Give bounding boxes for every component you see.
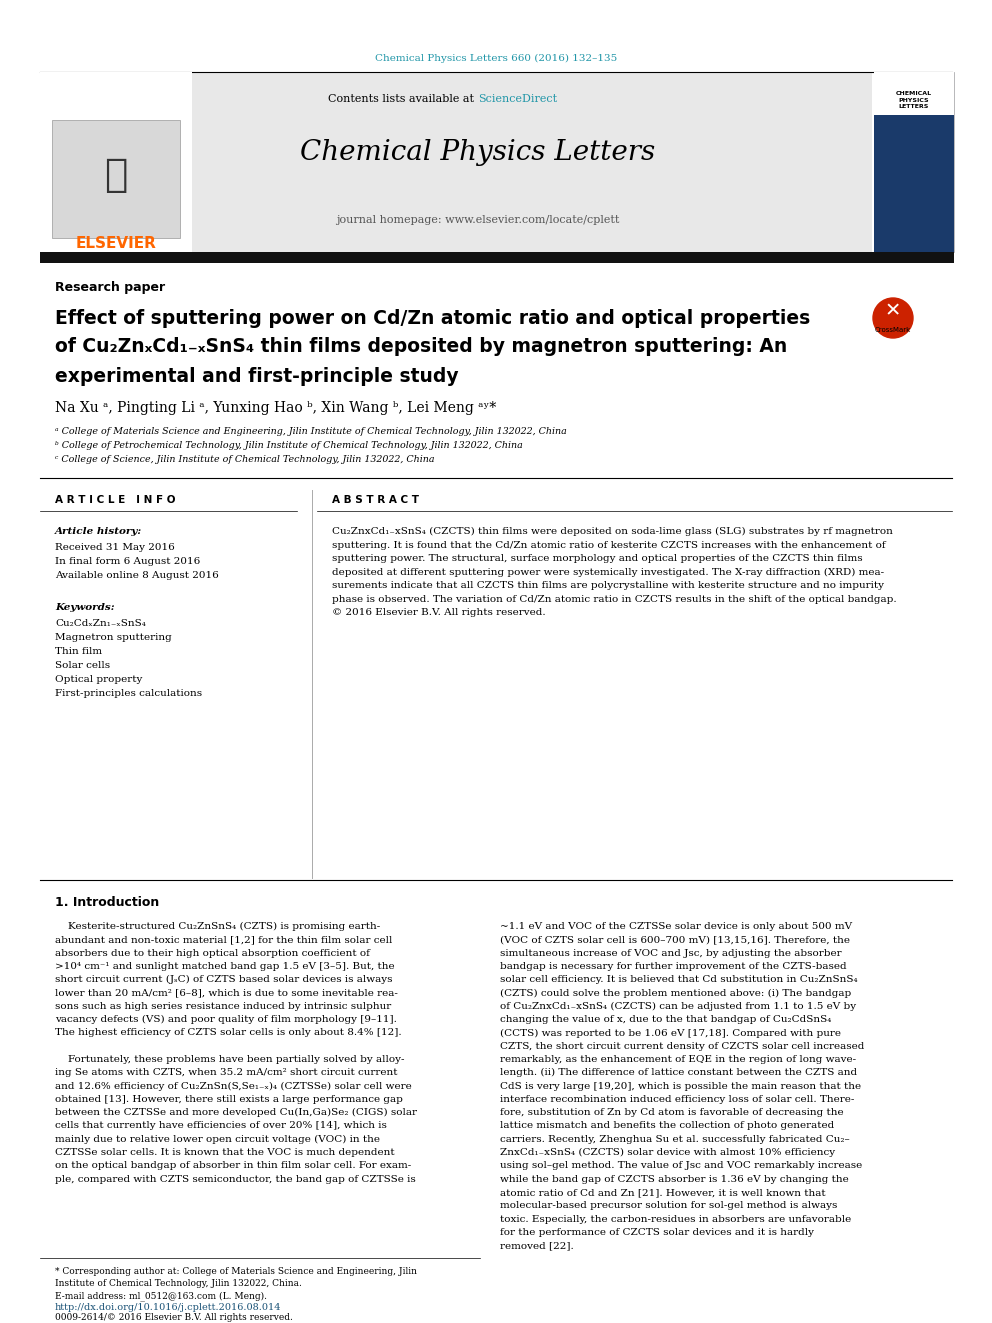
Text: ing Se atoms with CZTS, when 35.2 mA/cm² short circuit current: ing Se atoms with CZTS, when 35.2 mA/cm²… — [55, 1068, 398, 1077]
Text: toxic. Especially, the carbon-residues in absorbers are unfavorable: toxic. Especially, the carbon-residues i… — [500, 1215, 851, 1224]
Text: journal homepage: www.elsevier.com/locate/cplett: journal homepage: www.elsevier.com/locat… — [336, 216, 620, 225]
Text: surements indicate that all CZCTS thin films are polycrystalline with kesterite : surements indicate that all CZCTS thin f… — [332, 581, 884, 590]
Text: atomic ratio of Cd and Zn [21]. However, it is well known that: atomic ratio of Cd and Zn [21]. However,… — [500, 1188, 825, 1197]
Text: sputtering power. The structural, surface morphology and optical properties of t: sputtering power. The structural, surfac… — [332, 554, 863, 564]
Bar — [874, 71, 954, 251]
Text: cells that currently have efficiencies of over 20% [14], which is: cells that currently have efficiencies o… — [55, 1122, 387, 1130]
Text: Fortunately, these problems have been partially solved by alloy-: Fortunately, these problems have been pa… — [55, 1054, 405, 1064]
Text: http://dx.doi.org/10.1016/j.cplett.2016.08.014: http://dx.doi.org/10.1016/j.cplett.2016.… — [55, 1303, 282, 1312]
Text: 1. Introduction: 1. Introduction — [55, 897, 160, 909]
Text: CZTSSe solar cells. It is known that the VOC is much dependent: CZTSSe solar cells. It is known that the… — [55, 1148, 395, 1158]
Text: on the optical bandgap of absorber in thin film solar cell. For exam-: on the optical bandgap of absorber in th… — [55, 1162, 412, 1171]
Text: ᵃ College of Materials Science and Engineering, Jilin Institute of Chemical Tech: ᵃ College of Materials Science and Engin… — [55, 427, 566, 437]
Circle shape — [873, 298, 913, 337]
Bar — [874, 71, 954, 115]
Text: 🌳: 🌳 — [104, 156, 128, 194]
Text: Received 31 May 2016: Received 31 May 2016 — [55, 542, 175, 552]
Text: ELSEVIER: ELSEVIER — [75, 235, 157, 250]
Text: deposited at different sputtering power were systemically investigated. The X-ra: deposited at different sputtering power … — [332, 568, 884, 577]
Text: ✕: ✕ — [885, 302, 901, 320]
Text: ᵇ College of Petrochemical Technology, Jilin Institute of Chemical Technology, J: ᵇ College of Petrochemical Technology, J… — [55, 442, 523, 451]
Bar — [40, 71, 192, 251]
Text: phase is observed. The variation of Cd/Zn atomic ratio in CZCTS results in the s: phase is observed. The variation of Cd/Z… — [332, 594, 897, 603]
Text: Magnetron sputtering: Magnetron sputtering — [55, 632, 172, 642]
Text: Article history:: Article history: — [55, 527, 142, 536]
Text: interface recombination induced efficiency loss of solar cell. There-: interface recombination induced efficien… — [500, 1095, 854, 1103]
Text: Institute of Chemical Technology, Jilin 132022, China.: Institute of Chemical Technology, Jilin … — [55, 1279, 302, 1289]
Text: removed [22].: removed [22]. — [500, 1241, 573, 1250]
Text: Thin film: Thin film — [55, 647, 102, 655]
Text: between the CZTSSe and more developed Cu(In,Ga)Se₂ (CIGS) solar: between the CZTSSe and more developed Cu… — [55, 1109, 417, 1118]
Text: vacancy defects (VS) and poor quality of film morphology [9–11].: vacancy defects (VS) and poor quality of… — [55, 1015, 397, 1024]
Text: Chemical Physics Letters: Chemical Physics Letters — [301, 139, 656, 165]
Text: Optical property: Optical property — [55, 675, 143, 684]
Text: carriers. Recently, Zhenghua Su et al. successfully fabricated Cu₂–: carriers. Recently, Zhenghua Su et al. s… — [500, 1135, 850, 1144]
Text: ScienceDirect: ScienceDirect — [478, 94, 558, 105]
Text: (CZTS) could solve the problem mentioned above: (i) The bandgap: (CZTS) could solve the problem mentioned… — [500, 988, 851, 998]
Bar — [874, 115, 954, 251]
Text: lattice mismatch and benefits the collection of photo generated: lattice mismatch and benefits the collec… — [500, 1122, 834, 1130]
Text: ᶜ College of Science, Jilin Institute of Chemical Technology, Jilin 132022, Chin: ᶜ College of Science, Jilin Institute of… — [55, 455, 434, 464]
Text: remarkably, as the enhancement of EQE in the region of long wave-: remarkably, as the enhancement of EQE in… — [500, 1054, 856, 1064]
Text: obtained [13]. However, there still exists a large performance gap: obtained [13]. However, there still exis… — [55, 1095, 403, 1103]
Text: for the performance of CZCTS solar devices and it is hardly: for the performance of CZCTS solar devic… — [500, 1228, 814, 1237]
Text: abundant and non-toxic material [1,2] for the thin film solar cell: abundant and non-toxic material [1,2] fo… — [55, 935, 393, 945]
Text: Kesterite-structured Cu₂ZnSnS₄ (CZTS) is promising earth-: Kesterite-structured Cu₂ZnSnS₄ (CZTS) is… — [55, 922, 380, 931]
Text: (VOC of CZTS solar cell is 600–700 mV) [13,15,16]. Therefore, the: (VOC of CZTS solar cell is 600–700 mV) [… — [500, 935, 850, 945]
Text: CdS is very large [19,20], which is possible the main reason that the: CdS is very large [19,20], which is poss… — [500, 1082, 861, 1090]
Text: of Cu₂ZnₓCd₁₋ₓSnS₄ thin films deposited by magnetron sputtering: An: of Cu₂ZnₓCd₁₋ₓSnS₄ thin films deposited … — [55, 337, 788, 356]
Text: simultaneous increase of VOC and Jsc, by adjusting the absorber: simultaneous increase of VOC and Jsc, by… — [500, 949, 841, 958]
Text: The highest efficiency of CZTS solar cells is only about 8.4% [12].: The highest efficiency of CZTS solar cel… — [55, 1028, 402, 1037]
Text: ple, compared with CZTS semiconductor, the band gap of CZTSSe is: ple, compared with CZTS semiconductor, t… — [55, 1175, 416, 1184]
Text: Keywords:: Keywords: — [55, 603, 115, 613]
Text: A B S T R A C T: A B S T R A C T — [332, 495, 419, 505]
Text: molecular-based precursor solution for sol-gel method is always: molecular-based precursor solution for s… — [500, 1201, 837, 1211]
Text: CZTS, the short circuit current density of CZCTS solar cell increased: CZTS, the short circuit current density … — [500, 1041, 864, 1050]
Text: Available online 8 August 2016: Available online 8 August 2016 — [55, 570, 219, 579]
Text: lower than 20 mA/cm² [6–8], which is due to some inevitable rea-: lower than 20 mA/cm² [6–8], which is due… — [55, 988, 398, 998]
Text: Research paper: Research paper — [55, 280, 165, 294]
Bar — [40, 251, 954, 263]
Bar — [52, 120, 180, 238]
Text: mainly due to relative lower open circuit voltage (VOC) in the: mainly due to relative lower open circui… — [55, 1135, 380, 1144]
Text: Na Xu ᵃ, Pingting Li ᵃ, Yunxing Hao ᵇ, Xin Wang ᵇ, Lei Meng ᵃʸ*: Na Xu ᵃ, Pingting Li ᵃ, Yunxing Hao ᵇ, X… — [55, 401, 496, 415]
Bar — [40, 71, 872, 251]
Text: Solar cells: Solar cells — [55, 660, 110, 669]
Text: experimental and first-principle study: experimental and first-principle study — [55, 366, 458, 385]
Text: ZnxCd₁₋xSnS₄ (CZCTS) solar device with almost 10% efficiency: ZnxCd₁₋xSnS₄ (CZCTS) solar device with a… — [500, 1148, 835, 1158]
Text: Contents lists available at: Contents lists available at — [328, 94, 478, 105]
Text: E-mail address: ml_0512@163.com (L. Meng).: E-mail address: ml_0512@163.com (L. Meng… — [55, 1291, 267, 1301]
Text: A R T I C L E   I N F O: A R T I C L E I N F O — [55, 495, 176, 505]
Text: and 12.6% efficiency of Cu₂ZnSn(S,Se₁₋ₓ)₄ (CZTSSe) solar cell were: and 12.6% efficiency of Cu₂ZnSn(S,Se₁₋ₓ)… — [55, 1082, 412, 1090]
Text: sputtering. It is found that the Cd/Zn atomic ratio of kesterite CZCTS increases: sputtering. It is found that the Cd/Zn a… — [332, 541, 886, 549]
Text: ~1.1 eV and VOC of the CZTSSe solar device is only about 500 mV: ~1.1 eV and VOC of the CZTSSe solar devi… — [500, 922, 852, 931]
Text: * Corresponding author at: College of Materials Science and Engineering, Jilin: * Corresponding author at: College of Ma… — [55, 1267, 417, 1277]
Text: Cu₂CdₓZn₁₋ₓSnS₄: Cu₂CdₓZn₁₋ₓSnS₄ — [55, 618, 146, 627]
Text: Chemical Physics Letters 660 (2016) 132–135: Chemical Physics Letters 660 (2016) 132–… — [375, 53, 617, 62]
Text: CHEMICAL
PHYSICS
LETTERS: CHEMICAL PHYSICS LETTERS — [896, 91, 932, 108]
Text: changing the value of x, due to the that bandgap of Cu₂CdSnS₄: changing the value of x, due to the that… — [500, 1015, 831, 1024]
Text: >10⁴ cm⁻¹ and sunlight matched band gap 1.5 eV [3–5]. But, the: >10⁴ cm⁻¹ and sunlight matched band gap … — [55, 962, 395, 971]
Text: Effect of sputtering power on Cd/Zn atomic ratio and optical properties: Effect of sputtering power on Cd/Zn atom… — [55, 308, 810, 328]
Text: Cu₂ZnxCd₁₋xSnS₄ (CZCTS) thin films were deposited on soda-lime glass (SLG) subst: Cu₂ZnxCd₁₋xSnS₄ (CZCTS) thin films were … — [332, 527, 893, 536]
Text: In final form 6 August 2016: In final form 6 August 2016 — [55, 557, 200, 565]
Text: bandgap is necessary for further improvement of the CZTS-based: bandgap is necessary for further improve… — [500, 962, 846, 971]
Text: absorbers due to their high optical absorption coefficient of: absorbers due to their high optical abso… — [55, 949, 370, 958]
Text: sons such as high series resistance induced by intrinsic sulphur: sons such as high series resistance indu… — [55, 1002, 391, 1011]
Text: short circuit current (JₛC) of CZTS based solar devices is always: short circuit current (JₛC) of CZTS base… — [55, 975, 393, 984]
Text: while the band gap of CZCTS absorber is 1.36 eV by changing the: while the band gap of CZCTS absorber is … — [500, 1175, 849, 1184]
Text: CrossMark: CrossMark — [875, 327, 911, 333]
Text: length. (ii) The difference of lattice constant between the CZTS and: length. (ii) The difference of lattice c… — [500, 1068, 857, 1077]
Text: using sol–gel method. The value of Jsc and VOC remarkably increase: using sol–gel method. The value of Jsc a… — [500, 1162, 862, 1171]
Text: 0009-2614/© 2016 Elsevier B.V. All rights reserved.: 0009-2614/© 2016 Elsevier B.V. All right… — [55, 1314, 293, 1323]
Text: First-principles calculations: First-principles calculations — [55, 688, 202, 697]
Text: © 2016 Elsevier B.V. All rights reserved.: © 2016 Elsevier B.V. All rights reserved… — [332, 609, 546, 617]
Text: of Cu₂ZnxCd₁₋xSnS₄ (CZCTS) can be adjusted from 1.1 to 1.5 eV by: of Cu₂ZnxCd₁₋xSnS₄ (CZCTS) can be adjust… — [500, 1002, 856, 1011]
Text: (CCTS) was reported to be 1.06 eV [17,18]. Compared with pure: (CCTS) was reported to be 1.06 eV [17,18… — [500, 1028, 841, 1037]
Text: fore, substitution of Zn by Cd atom is favorable of decreasing the: fore, substitution of Zn by Cd atom is f… — [500, 1109, 843, 1117]
Text: solar cell efficiency. It is believed that Cd substitution in Cu₂ZnSnS₄: solar cell efficiency. It is believed th… — [500, 975, 858, 984]
